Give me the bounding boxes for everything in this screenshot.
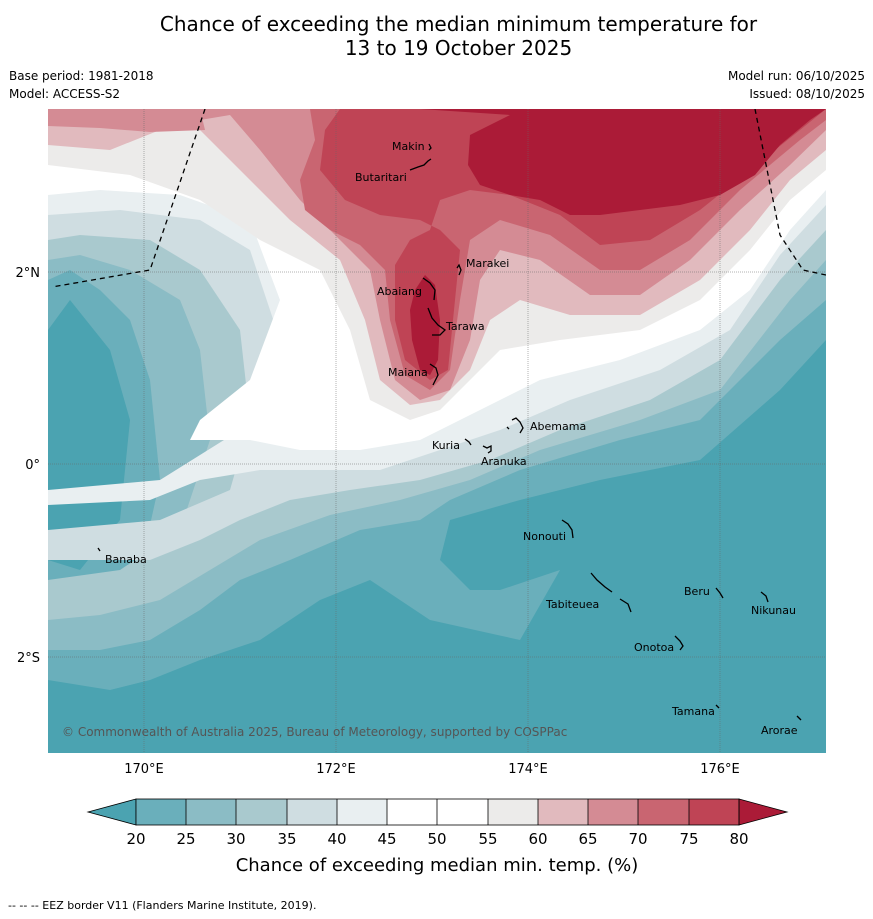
base-period: Base period: 1981-2018: [9, 69, 154, 83]
colorbar-box-60: [538, 799, 588, 825]
colorbar-box-20: [136, 799, 186, 825]
label-onotoa: Onotoa: [634, 641, 674, 654]
title-line-2: 13 to 19 October 2025: [344, 36, 573, 60]
label-arorae: Arorae: [761, 724, 798, 737]
lon-label-174: 174°E: [508, 762, 548, 777]
colorbar-tick: 75: [679, 830, 698, 848]
colorbar-tick: 55: [478, 830, 497, 848]
model-name: Model: ACCESS-S2: [9, 87, 121, 101]
island-maiana: [429, 363, 439, 386]
band-80: [420, 109, 826, 215]
eez-footer-note: -- -- -- EEZ border V11 (Flanders Marine…: [8, 899, 317, 912]
model-run: Model run: 06/10/2025: [727, 69, 865, 83]
colorbar-tick: 70: [628, 830, 647, 848]
colorbar-box-35: [287, 799, 337, 825]
island-nonouti: [561, 519, 574, 539]
label-abaiang: Abaiang: [377, 285, 422, 298]
label-tarawa: Tarawa: [445, 320, 485, 333]
eez-borders: [51, 109, 826, 288]
colorbar-tick: 80: [729, 830, 748, 848]
colorbar-box-30: [236, 799, 287, 825]
colorbar-box-55: [488, 799, 538, 825]
meta-right: Model run: 06/10/2025 Issued: 08/10/2025: [600, 67, 865, 103]
graticule: [48, 109, 826, 753]
label-tabiteuea: Tabiteuea: [545, 598, 599, 611]
island-beru: [715, 587, 724, 599]
colorbar-box-40: [337, 799, 387, 825]
label-maiana: Maiana: [388, 366, 428, 379]
colorbar-dividers: [135, 798, 740, 826]
copyright-text: © Commonwealth of Australia 2025, Bureau…: [62, 725, 567, 739]
label-abemama: Abemama: [530, 420, 586, 433]
map-area: Makin Butaritari Marakei Abaiang Tarawa …: [48, 109, 826, 753]
island-nikunau: [760, 591, 769, 603]
colorbar-label: Chance of exceeding median min. temp. (%…: [236, 855, 639, 876]
label-makin: Makin: [392, 140, 425, 153]
meta-left: Base period: 1981-2018 Model: ACCESS-S2: [9, 67, 154, 103]
label-marakei: Marakei: [466, 257, 509, 270]
colorbar-frame: [135, 798, 740, 826]
issued-date: Issued: 08/10/2025: [749, 87, 865, 101]
title-line-1: Chance of exceeding the median minimum t…: [159, 12, 758, 36]
colorbar-box-70: [638, 799, 689, 825]
island-onotoa: [674, 635, 684, 651]
island-tabiteuea: [590, 572, 632, 613]
colorbar: 20 25 30 35 40 45 50 55 60 65 70 75 80 C…: [86, 798, 789, 876]
eez-border-west: [51, 109, 206, 288]
lon-label-172: 172°E: [316, 762, 356, 777]
colorbar-box-45: [387, 799, 437, 825]
label-kuria: Kuria: [432, 439, 460, 452]
colorbar-box-65: [588, 799, 638, 825]
island-abemama: [506, 417, 524, 434]
label-banaba: Banaba: [105, 553, 147, 566]
island-tamana: [715, 704, 720, 709]
islands: [97, 143, 802, 721]
colorbar-box-50: [437, 799, 488, 825]
label-nikunau: Nikunau: [751, 604, 796, 617]
colorbar-tick: 30: [226, 830, 245, 848]
island-aranuka: [482, 444, 492, 454]
lat-label-2s: 2°S: [17, 651, 40, 666]
band-75-topleft: [48, 109, 205, 132]
lat-label-2n: 2°N: [16, 266, 41, 281]
colorbar-box-75: [689, 799, 739, 825]
colorbar-tick: 50: [427, 830, 446, 848]
island-tarawa: [427, 307, 447, 336]
colorbar-high-arrow: [738, 798, 789, 826]
island-kuria: [464, 438, 472, 446]
island-arorae: [796, 715, 802, 721]
colorbar-tick: 40: [327, 830, 346, 848]
colorbar-tick: 20: [126, 830, 145, 848]
lon-label-170: 170°E: [124, 762, 164, 777]
map-title: Chance of exceeding the median minimum t…: [0, 12, 873, 60]
island-butaritari: [409, 158, 432, 171]
colorbar-low-arrow: [86, 798, 137, 826]
band-80-core: [410, 275, 440, 375]
colorbar-tick: 60: [528, 830, 547, 848]
label-nonouti: Nonouti: [523, 530, 566, 543]
lon-label-176: 176°E: [700, 762, 740, 777]
island-marakei: [456, 263, 462, 276]
label-aranuka: Aranuka: [481, 455, 527, 468]
colorbar-box-25: [186, 799, 236, 825]
colorbar-tick: 35: [277, 830, 296, 848]
colorbar-tick: 65: [578, 830, 597, 848]
island-abaiang: [422, 277, 436, 301]
island-makin: [428, 143, 432, 151]
colorbar-tick: 25: [176, 830, 195, 848]
label-butaritari: Butaritari: [355, 171, 407, 184]
eez-border-east: [754, 109, 826, 276]
lat-label-0: 0°: [25, 458, 40, 473]
label-beru: Beru: [684, 585, 710, 598]
label-tamana: Tamana: [671, 705, 715, 718]
colorbar-tick: 45: [377, 830, 396, 848]
island-banaba: [97, 547, 101, 552]
